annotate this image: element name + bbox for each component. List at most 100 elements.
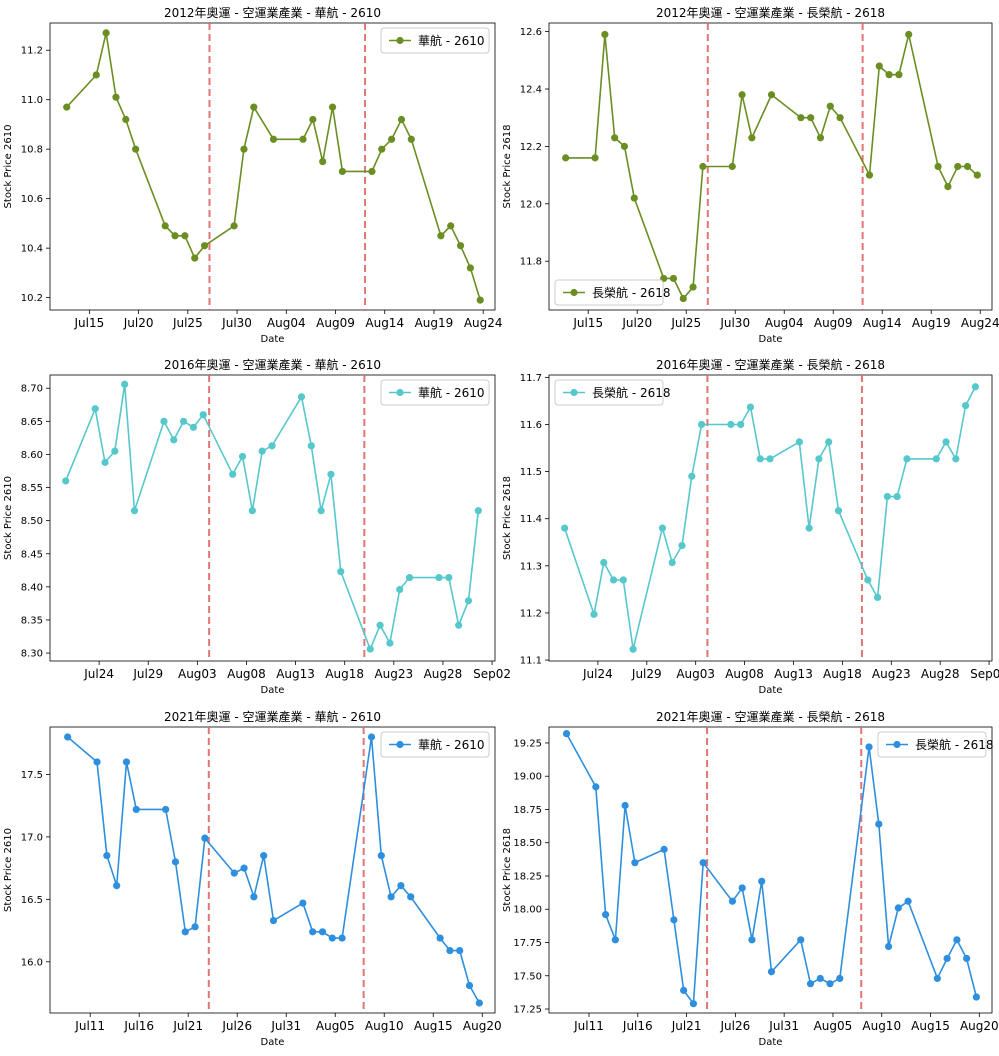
data-point	[942, 438, 950, 446]
x-tick-label: Aug28	[424, 667, 463, 681]
x-tick-label: Aug18	[325, 667, 364, 681]
y-tick-label: 8.50	[21, 516, 43, 527]
data-point	[269, 135, 278, 143]
data-point	[611, 936, 619, 944]
data-point	[894, 904, 902, 912]
x-tick-label: Jul21	[671, 1019, 702, 1033]
data-point	[885, 71, 893, 79]
data-point	[943, 954, 951, 963]
data-point	[475, 999, 483, 1007]
data-point	[875, 820, 883, 828]
y-tick-label: 8.30	[21, 649, 43, 660]
data-point	[873, 593, 882, 601]
y-tick-label: 8.35	[21, 615, 43, 626]
data-point	[181, 232, 189, 240]
data-point	[397, 882, 405, 890]
data-point	[816, 974, 824, 983]
data-point	[826, 102, 834, 110]
data-point	[388, 135, 396, 143]
data-point	[961, 402, 970, 410]
data-point	[766, 455, 774, 463]
data-point	[932, 455, 940, 463]
y-tick-label: 10.8	[21, 145, 43, 156]
data-point	[338, 167, 347, 176]
data-point	[728, 897, 737, 905]
data-point	[199, 411, 207, 419]
y-tick-label: 11.0	[21, 95, 43, 106]
chart-title: 2016年奧運 - 空運業產業 - 華航 - 2610	[164, 357, 381, 372]
y-tick-label: 8.70	[21, 384, 43, 395]
data-point	[455, 621, 463, 629]
data-point	[621, 801, 629, 810]
data-point	[561, 524, 569, 532]
x-tick-label: Sep02	[970, 667, 999, 681]
legend-box	[554, 279, 664, 306]
data-point	[161, 222, 169, 230]
x-tick-label: Aug15	[414, 1019, 453, 1033]
data-point	[756, 455, 764, 463]
data-point	[678, 541, 686, 550]
plot-area	[548, 374, 993, 662]
x-axis-label: Date	[261, 685, 285, 696]
data-point	[591, 154, 599, 162]
x-tick-label: Jul31	[768, 1019, 799, 1033]
x-tick-label: Aug08	[725, 667, 764, 681]
legend-marker	[893, 740, 901, 749]
x-tick-label: Aug24	[464, 316, 503, 330]
data-point	[113, 882, 121, 890]
data-point	[268, 442, 276, 450]
chart-panel-5: 2021年奧運 - 空運業產業 - 華航 - 2610 16.0 16.5 17.0 1…	[3, 709, 502, 1048]
y-tick-label: 8.45	[21, 549, 43, 560]
data-point	[973, 171, 981, 179]
y-tick-label: 10.2	[21, 293, 43, 304]
y-tick-label: 12.4	[520, 85, 542, 96]
data-point	[248, 507, 256, 515]
data-point	[748, 936, 756, 944]
data-point	[934, 162, 942, 171]
x-tick-label: Aug13	[276, 667, 315, 681]
data-point	[971, 383, 979, 391]
data-point	[121, 380, 129, 388]
x-tick-label: Aug13	[774, 667, 813, 681]
data-point	[297, 393, 306, 401]
x-tick-label: Jul26	[221, 1019, 252, 1033]
data-point	[728, 162, 736, 171]
data-point	[63, 103, 71, 111]
data-point	[102, 29, 110, 37]
data-point	[864, 576, 872, 584]
data-point	[446, 946, 454, 955]
data-point	[758, 877, 766, 885]
data-point	[883, 492, 891, 501]
data-point	[836, 114, 844, 122]
data-point	[171, 232, 179, 240]
chart-panel-1: 2012年奧運 - 空運業產業 - 華航 - 2610 10.2 10.4 10.6 1…	[3, 5, 503, 345]
y-tick-label: 11.7	[520, 373, 542, 384]
data-point	[238, 452, 247, 461]
x-tick-label: Aug18	[823, 667, 862, 681]
data-point	[367, 733, 376, 741]
x-tick-label: Jul29	[132, 667, 163, 681]
y-tick-label: 19.00	[513, 772, 542, 783]
legend: 華航 - 2610	[380, 27, 490, 54]
x-tick-label: Jul15	[74, 316, 105, 330]
data-point	[160, 417, 168, 425]
data-point	[738, 91, 746, 99]
legend-marker	[570, 288, 578, 297]
legend-label: 華航 - 2610	[418, 737, 485, 752]
data-point	[447, 222, 455, 230]
x-tick-label: Jul16	[622, 1019, 653, 1033]
data-point	[748, 134, 756, 142]
y-tick-label: 19.25	[513, 738, 542, 749]
series-line	[565, 733, 978, 1006]
data-point	[171, 858, 180, 866]
y-tick-label: 10.4	[21, 244, 43, 255]
data-point	[456, 242, 465, 250]
x-tick-label: Jul31	[270, 1019, 301, 1033]
y-axis-label: Stock Price 2610	[3, 125, 14, 209]
x-tick-label: Jul11	[74, 1019, 105, 1033]
y-axis-label: Stock Price 2610	[3, 476, 14, 560]
x-axis-label: Date	[261, 334, 285, 345]
x-tick-label: Aug20	[960, 1019, 999, 1033]
y-tick-label: 12.6	[520, 27, 542, 38]
